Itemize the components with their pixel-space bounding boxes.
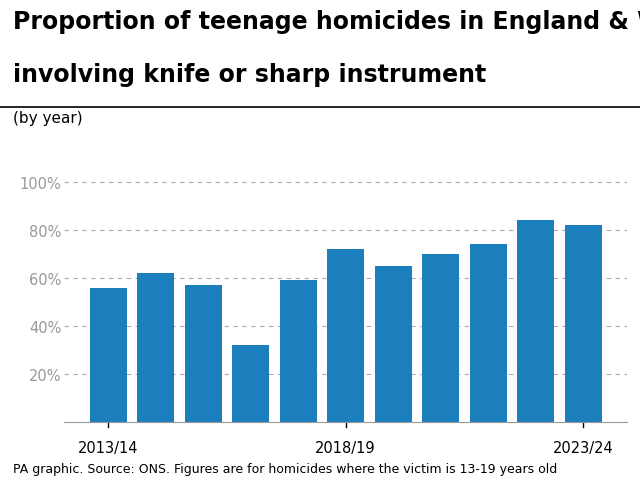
Bar [232,346,269,422]
Bar [137,274,174,422]
Bar [280,281,317,422]
Text: PA graphic. Source: ONS. Figures are for homicides where the victim is 13-19 yea: PA graphic. Source: ONS. Figures are for… [13,462,557,475]
Text: 2018/19: 2018/19 [316,441,376,456]
Bar [470,245,507,422]
Bar [90,288,127,422]
Text: 2023/24: 2023/24 [553,441,614,456]
Text: (by year): (by year) [13,110,83,125]
Bar [327,250,364,422]
Bar [517,221,554,422]
Text: 2013/14: 2013/14 [78,441,138,456]
Bar [564,226,602,422]
Text: Proportion of teenage homicides in England & Wales: Proportion of teenage homicides in Engla… [13,10,640,34]
Text: involving knife or sharp instrument: involving knife or sharp instrument [13,62,486,86]
Bar [374,266,412,422]
Bar [184,286,221,422]
Bar [422,254,459,422]
